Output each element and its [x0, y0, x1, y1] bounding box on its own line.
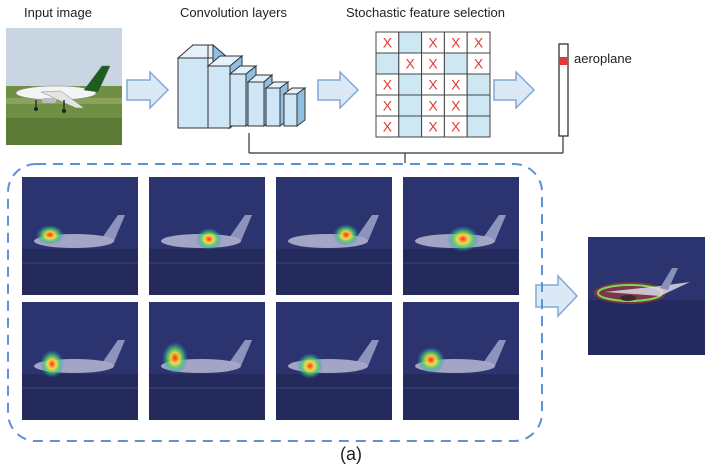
grid-cell	[466, 73, 491, 96]
grid-cell	[466, 94, 491, 117]
dropped-feature-mark: X	[383, 98, 393, 114]
heatmap-tile	[276, 177, 392, 295]
arrow-selection-to-output	[493, 70, 536, 110]
heatmap-tile	[22, 302, 138, 420]
dropped-feature-mark: X	[428, 56, 438, 72]
grid-cell	[398, 31, 423, 54]
input-photo	[6, 28, 122, 145]
heatmap-tile	[22, 177, 138, 295]
dropped-feature-mark: X	[474, 35, 484, 51]
output-score-bar	[558, 43, 569, 137]
dropped-feature-mark: X	[451, 35, 461, 51]
figure-caption: (a)	[340, 444, 362, 464]
dropped-feature-mark: X	[451, 119, 461, 135]
heatmap-tile	[149, 177, 265, 295]
convolution-layers-label: Convolution layers	[180, 5, 287, 20]
arrow-conv-to-selection	[317, 70, 360, 110]
output-score-highlight	[559, 57, 568, 65]
stochastic-selection-label: Stochastic feature selection	[346, 5, 505, 20]
dropped-feature-mark: X	[451, 98, 461, 114]
heatmap-grid	[22, 177, 519, 420]
dropped-feature-mark: X	[383, 35, 393, 51]
class-label: aeroplane	[574, 51, 632, 66]
grid-cell	[398, 94, 423, 117]
dropped-feature-mark: X	[428, 98, 438, 114]
right-arrow-icon	[126, 70, 170, 110]
heatmap-tile	[403, 177, 519, 295]
heatmap-tile	[276, 302, 392, 420]
conv-block-6	[282, 87, 307, 127]
airplane-icon	[15, 65, 111, 113]
grid-cell	[466, 115, 491, 138]
grid-cell	[398, 115, 423, 138]
dropped-feature-mark: X	[428, 77, 438, 93]
dropped-feature-mark: X	[383, 77, 393, 93]
grid-cell	[443, 52, 468, 75]
dropped-feature-mark: X	[474, 56, 484, 72]
heatmap-container	[7, 163, 543, 442]
convolution-layers-diagram	[176, 43, 307, 130]
arrow-heatmaps-to-result	[535, 274, 579, 318]
grid-cell	[375, 52, 400, 75]
arrow-input-to-conv	[126, 70, 170, 110]
heatmap-tile	[403, 302, 519, 420]
dropped-feature-mark: X	[428, 35, 438, 51]
right-arrow-icon	[493, 70, 536, 110]
grid-cell	[398, 73, 423, 96]
dropped-feature-mark: X	[451, 77, 461, 93]
heatmap-tile	[149, 302, 265, 420]
feature-selection-grid: X X X XX X XX X XX X XX X X	[375, 31, 491, 138]
right-arrow-icon	[317, 70, 360, 110]
dropped-feature-mark: X	[428, 119, 438, 135]
dropped-feature-mark: X	[406, 56, 416, 72]
connector-bracket	[248, 133, 564, 163]
input-image-label: Input image	[24, 5, 92, 20]
result-image	[588, 237, 705, 355]
right-arrow-icon	[535, 274, 579, 318]
dropped-feature-mark: X	[383, 119, 393, 135]
